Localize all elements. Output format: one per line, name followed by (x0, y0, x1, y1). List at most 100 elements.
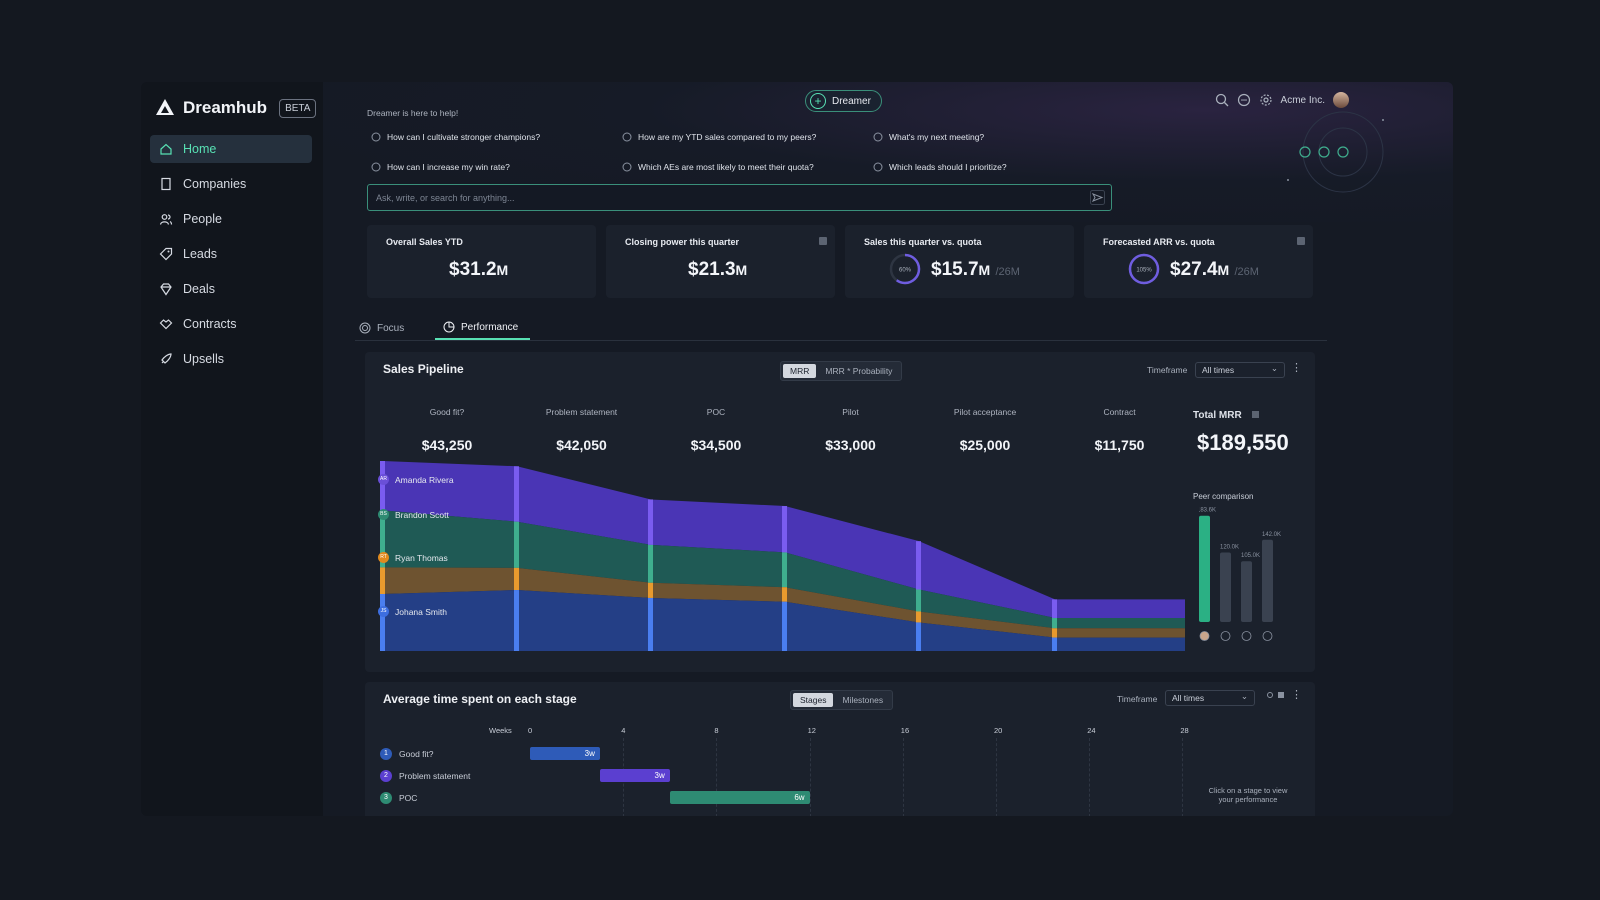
sidebar-item-contracts[interactable]: Contracts (150, 310, 312, 338)
stage-bar-segment[interactable] (782, 587, 787, 602)
sidebar-item-home[interactable]: Home (150, 135, 312, 163)
dreamer-button[interactable]: + Dreamer (805, 90, 882, 112)
pipeline-stage[interactable]: Good fit? $43,250 (379, 407, 515, 453)
flow-band-rt (383, 567, 1185, 638)
stage-bar-segment[interactable] (514, 521, 519, 568)
toggle-mrr[interactable]: MRR (783, 364, 817, 378)
peer-bar[interactable] (1262, 539, 1273, 622)
stage-bar-segment[interactable] (380, 510, 385, 568)
time-timeframe-select[interactable]: All times (1165, 689, 1255, 706)
kpi-card[interactable]: Overall Sales YTD $31.2M (367, 225, 596, 298)
stage-bar-segment[interactable] (916, 622, 921, 651)
sidebar-item-companies[interactable]: Companies (150, 170, 312, 198)
suggestion-chip[interactable]: What's my next meeting? (873, 127, 1103, 147)
stage-bar-segment[interactable] (1052, 599, 1057, 618)
peer-company-icon[interactable] (1241, 631, 1252, 641)
sidebar-item-leads[interactable]: Leads (150, 240, 312, 268)
stage-row-label[interactable]: 3 POC (380, 792, 417, 804)
app-window: Dreamhub BETA Home Companies People Leads De… (141, 82, 1453, 816)
sidebar-item-people[interactable]: People (150, 205, 312, 233)
search-icon[interactable] (1215, 93, 1229, 107)
user-avatar[interactable] (1333, 92, 1349, 108)
stage-duration-bar[interactable]: 3w (599, 769, 670, 782)
info-icon[interactable] (1278, 692, 1284, 698)
pipeline-stage[interactable]: Contract $11,750 (1052, 407, 1188, 453)
stage-bar-segment[interactable] (380, 594, 385, 651)
stage-duration-bar[interactable]: 6w (669, 791, 810, 804)
suggestion-chip[interactable]: How can I increase my win rate? (371, 157, 601, 177)
stage-bar-segment[interactable] (514, 466, 519, 522)
stage-bar-segment[interactable] (514, 590, 519, 651)
stage-bar-segment[interactable] (782, 506, 787, 553)
search-input[interactable]: Ask, write, or search for anything... (367, 184, 1112, 211)
kpi-card[interactable]: Forecasted ARR vs. quota 105% $27.4M /26M (1084, 225, 1313, 298)
pipeline-stage[interactable]: Pilot acceptance $25,000 (917, 407, 1053, 453)
chat-bubble-icon (371, 132, 381, 142)
stage-bar-segment[interactable] (916, 611, 921, 623)
toggle-stages[interactable]: Stages (793, 693, 834, 707)
info-icon[interactable] (1297, 237, 1305, 245)
tab-performance[interactable]: Performance (435, 316, 531, 340)
more-options-icon[interactable]: ⋮ (1291, 362, 1302, 374)
kpi-value: $21.3M (688, 259, 748, 280)
timeframe-label: Timeframe (1147, 365, 1188, 375)
dreamhub-logo-icon (156, 99, 174, 115)
send-icon[interactable] (1090, 190, 1105, 205)
stage-bar-segment[interactable] (648, 499, 653, 545)
pipeline-stage[interactable]: POC $34,500 (648, 407, 784, 453)
company-name[interactable]: Acme Inc. (1280, 94, 1325, 106)
stage-bar-segment[interactable] (648, 582, 653, 598)
suggestion-text: What's my next meeting? (889, 132, 985, 142)
suggestion-chip[interactable]: Which AEs are most likely to meet their … (622, 157, 852, 177)
sales-rep-label[interactable]: JS Johana Smith (378, 606, 447, 617)
stage-bar-segment[interactable] (1052, 617, 1057, 629)
sidebar-item-deals[interactable]: Deals (150, 275, 312, 303)
suggestion-chip[interactable]: How can I cultivate stronger champions? (371, 127, 601, 147)
stage-bar-segment[interactable] (380, 567, 385, 594)
tab-focus[interactable]: Focus (359, 316, 404, 340)
stage-bar-segment[interactable] (916, 541, 921, 590)
stage-bar-segment[interactable] (782, 552, 787, 588)
stage-row-label[interactable]: 1 Good fit? (380, 748, 434, 760)
you-avatar-icon[interactable] (1199, 631, 1210, 641)
stage-bar-segment[interactable] (514, 567, 519, 591)
more-options-icon[interactable]: ⋮ (1291, 689, 1302, 701)
stage-bar-segment[interactable] (782, 601, 787, 651)
timeframe-select[interactable]: All times (1195, 361, 1285, 378)
stage-bar-segment[interactable] (1052, 637, 1057, 651)
pie-chart-icon (443, 321, 455, 333)
stage-duration-bar[interactable]: 3w (530, 747, 600, 760)
toggle-mrr-probability[interactable]: MRR * Probability (825, 366, 893, 376)
quota-ring-label: 105% (1136, 268, 1152, 274)
chat-small-icon[interactable] (1267, 692, 1273, 698)
gear-icon[interactable] (1259, 93, 1273, 107)
peer-person-icon[interactable] (1220, 631, 1231, 641)
toggle-milestones[interactable]: Milestones (842, 695, 884, 705)
peer-bar[interactable] (1220, 552, 1231, 622)
stage-bar-segment[interactable] (380, 461, 385, 511)
peer-bar[interactable] (1199, 515, 1210, 622)
stage-bar-segment[interactable] (648, 544, 653, 583)
peer-global-icon[interactable] (1262, 631, 1273, 641)
chat-icon[interactable] (1237, 93, 1251, 107)
suggestion-chip[interactable]: How are my YTD sales compared to my peer… (622, 127, 852, 147)
stage-bar-segment[interactable] (648, 597, 653, 651)
sales-rep-label[interactable]: BS Brandon Scott (378, 509, 449, 520)
stage-bar-segment[interactable] (1052, 628, 1057, 638)
brand[interactable]: Dreamhub BETA (155, 98, 317, 118)
suggestion-chip[interactable]: Which leads should I prioritize? (873, 157, 1103, 177)
sales-rep-label[interactable]: RT Ryan Thomas (378, 552, 448, 563)
sidebar-item-upsells[interactable]: Upsells (150, 345, 312, 373)
kpi-card[interactable]: Sales this quarter vs. quota 60% $15.7M /2… (845, 225, 1074, 298)
pipeline-stage[interactable]: Problem statement $42,050 (514, 407, 650, 453)
kpi-card[interactable]: Closing power this quarter $21.3M (606, 225, 835, 298)
info-icon[interactable] (819, 237, 827, 245)
peer-bar[interactable] (1241, 561, 1252, 622)
sales-rep-label[interactable]: AR Amanda Rivera (378, 474, 454, 485)
stage-bar-segment[interactable] (916, 589, 921, 612)
pipeline-stage[interactable]: Pilot $33,000 (783, 407, 919, 453)
stage-row-label[interactable]: 2 Problem statement (380, 770, 470, 782)
chat-bubble-icon (873, 132, 883, 142)
tab-performance-label: Performance (461, 321, 519, 333)
kpi-value: $31.2M (449, 259, 509, 280)
